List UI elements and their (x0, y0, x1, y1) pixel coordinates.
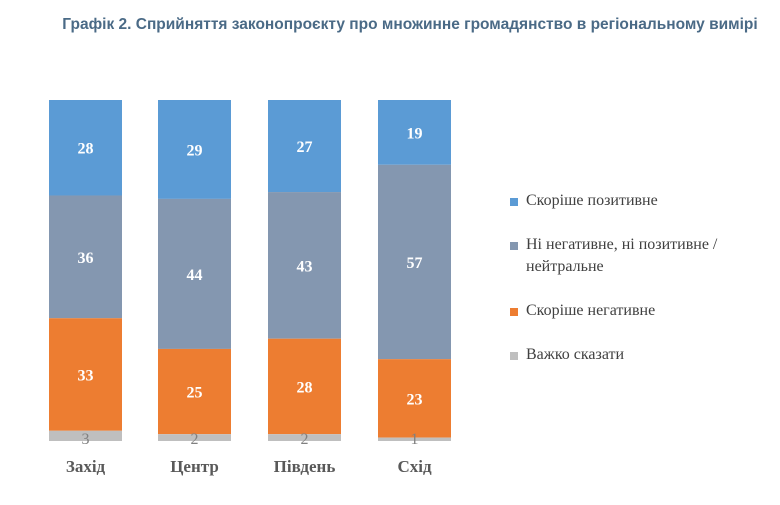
data-label: 28 (297, 379, 313, 396)
legend-item: Ні негативне, ні позитивне / нейтральне (510, 234, 766, 278)
category-label: Центр (170, 457, 219, 476)
bar-segment (49, 100, 122, 196)
data-label: 23 (407, 391, 423, 408)
bar-segment (378, 359, 451, 438)
bar-segment (378, 100, 451, 165)
legend-item: Важко сказати (510, 344, 766, 366)
data-label: 43 (297, 258, 313, 275)
data-label: 2 (191, 431, 199, 448)
legend-swatch (510, 308, 518, 316)
category-label: Південь (274, 457, 336, 476)
legend: Скоріше позитивне Ні негативне, ні позити… (510, 190, 766, 388)
legend-label: Скоріше позитивне (526, 192, 658, 209)
legend-item: Скоріше позитивне (510, 190, 766, 212)
data-label: 1 (411, 431, 419, 448)
data-label: 33 (78, 368, 94, 385)
data-label: 27 (297, 139, 313, 156)
bar-segment (158, 100, 231, 199)
bar-segment (268, 192, 341, 339)
legend-label: Ні негативне, ні позитивне / нейтральне (526, 236, 718, 275)
category-label: Схід (397, 457, 432, 476)
legend-item: Скоріше негативне (510, 300, 766, 322)
bar-segment (158, 348, 231, 435)
data-label: 44 (187, 267, 203, 284)
legend-swatch (510, 352, 518, 360)
bar-segment (268, 434, 341, 441)
bar-segment (49, 195, 122, 319)
data-label: 3 (82, 431, 90, 448)
data-label: 2 (301, 431, 309, 448)
legend-label: Важко сказати (526, 346, 625, 363)
data-label: 57 (407, 255, 423, 272)
category-label: Захід (66, 457, 106, 476)
chart-title: Графік 2. Сприйняття законопроєкту про м… (62, 16, 758, 33)
data-label: 25 (187, 385, 203, 402)
legend-label: Скоріше негативне (526, 302, 656, 319)
bar-segment (268, 338, 341, 435)
data-label: 19 (407, 125, 423, 142)
bar-segment (158, 434, 231, 441)
bar-segment (49, 430, 122, 441)
legend-swatch (510, 198, 518, 206)
legend-swatch (510, 242, 518, 250)
bar-segment (49, 318, 122, 431)
bar-segment (378, 437, 451, 441)
bar-segment (378, 164, 451, 360)
data-label: 36 (78, 250, 94, 267)
bar-segment (158, 198, 231, 349)
bar-segment (268, 100, 341, 193)
data-label: 29 (187, 142, 203, 159)
data-label: 28 (78, 141, 94, 158)
